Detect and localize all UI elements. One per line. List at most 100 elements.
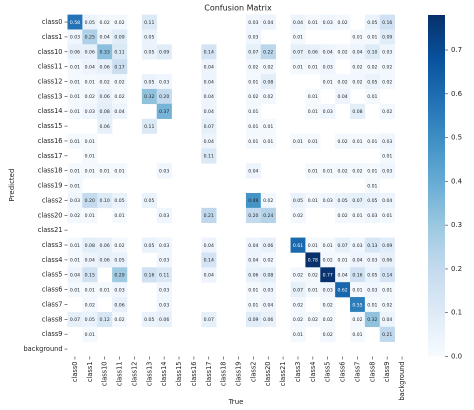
heatmap-cell: [364, 178, 381, 194]
heatmap-cell: [156, 252, 172, 268]
heatmap-cell: [67, 252, 83, 268]
heatmap-cell: [245, 267, 262, 283]
heatmap-cell: [290, 326, 306, 342]
cell-label: 0.09: [248, 317, 258, 323]
y-tick-label: class2: [42, 196, 63, 204]
heatmap-cell: [364, 74, 381, 90]
cell-label: 0.02: [323, 332, 333, 338]
cell-label: 0.03: [159, 258, 169, 264]
cell-label: 0.01: [308, 198, 318, 204]
heatmap-cell: [201, 252, 217, 268]
heatmap-cell: [97, 14, 113, 30]
heatmap-cell: [350, 267, 366, 283]
heatmap-cell: [67, 207, 83, 224]
cell-label: 0.04: [204, 64, 214, 70]
heatmap-cell: [201, 267, 217, 283]
cell-label: 0.01: [367, 139, 377, 145]
cell-label: 0.01: [352, 332, 362, 338]
heatmap-cell: [156, 88, 172, 105]
cell-label: 0.10: [100, 198, 110, 204]
heatmap-cell: [350, 163, 366, 179]
heatmap-cell: [364, 267, 381, 283]
cell-label: 0.04: [204, 243, 214, 249]
cell-label: 0.04: [204, 94, 214, 100]
cell-label: 0.06: [308, 50, 318, 56]
heatmap-cell: [260, 118, 276, 134]
cell-label: 0.32: [367, 317, 377, 323]
cell-label: 0.03: [323, 109, 333, 115]
cell-label: 0.01: [382, 287, 392, 293]
heatmap-cell: [379, 237, 395, 253]
heatmap-cell: [156, 267, 172, 283]
cell-label: 0.06: [263, 317, 273, 323]
cell-label: 0.02: [114, 20, 124, 26]
cell-label: 0.03: [323, 287, 333, 293]
heatmap-cell: [320, 163, 336, 179]
heatmap-cell: [245, 207, 262, 224]
heatmap-cell: [245, 133, 262, 149]
heatmap-cell: [97, 311, 113, 328]
heatmap-cell: [112, 192, 128, 209]
heatmap-cell: [67, 59, 83, 75]
heatmap-cell: [82, 267, 98, 283]
cell-label: 0.06: [100, 94, 110, 100]
cell-label: 0.03: [159, 287, 169, 293]
heatmap-cell: [350, 237, 366, 253]
cell-label: 0.02: [323, 258, 333, 264]
heatmap-cell: [201, 148, 217, 164]
cell-label: 0.14: [204, 50, 214, 56]
heatmap-cell: [112, 297, 128, 313]
heatmap-cell: [350, 133, 366, 149]
heatmap-cell: [379, 311, 395, 328]
cell-label: 0.03: [159, 302, 169, 308]
cell-label: 0.04: [204, 79, 214, 85]
heatmap-cell: [290, 237, 306, 253]
x-tick-label: background: [398, 362, 406, 401]
y-tick-label: class1: [42, 33, 63, 41]
cell-label: 0.77: [323, 273, 333, 279]
heatmap-cell: [82, 88, 98, 105]
heatmap-cell: [379, 14, 395, 30]
heatmap-cell: [335, 267, 351, 283]
heatmap-cell: [141, 88, 158, 105]
cell-label: 0.01: [308, 20, 318, 26]
heatmap-cell: [97, 74, 113, 90]
cell-label: 0.33: [100, 50, 110, 56]
cell-label: 0.01: [85, 168, 95, 174]
heatmap-cell: [305, 88, 321, 105]
cell-label: 0.02: [293, 213, 303, 219]
cell-label: 0.04: [85, 258, 95, 264]
cell-label: 0.03: [159, 79, 169, 85]
heatmap-cell: [260, 74, 276, 90]
heatmap-cell: [82, 326, 98, 342]
heatmap-cell: [320, 74, 336, 90]
cell-label: 0.02: [382, 109, 392, 115]
heatmap-cell: [305, 237, 321, 253]
heatmap-cell: [112, 44, 128, 60]
cell-label: 0.01: [70, 168, 80, 174]
heatmap-cell: [245, 118, 262, 134]
heatmap-cell: [141, 237, 158, 253]
cell-label: 0.04: [204, 273, 214, 279]
cell-label: 0.16: [352, 273, 362, 279]
heatmap-cell: [379, 59, 395, 75]
heatmap-cell: [97, 44, 113, 60]
y-tick-label: class5: [42, 271, 63, 279]
cell-label: 0.04: [352, 258, 362, 264]
colorbar-tick-label: 0.2: [451, 265, 462, 273]
cell-label: 0.04: [337, 94, 347, 100]
heatmap-cell: [201, 237, 217, 253]
cell-label: 0.02: [85, 302, 95, 308]
heatmap-cell: [156, 297, 172, 313]
cell-label: 0.03: [367, 287, 377, 293]
cell-label: 0.02: [352, 168, 362, 174]
heatmap-cell: [67, 237, 83, 253]
cell-label: 0.01: [367, 302, 377, 308]
heatmap-cell: [112, 311, 128, 328]
heatmap-cell: [112, 282, 128, 298]
heatmap-cell: [141, 192, 158, 209]
heatmap-cell: [112, 252, 128, 268]
heatmap-cell: [82, 59, 98, 75]
heatmap-cell: [379, 252, 395, 268]
